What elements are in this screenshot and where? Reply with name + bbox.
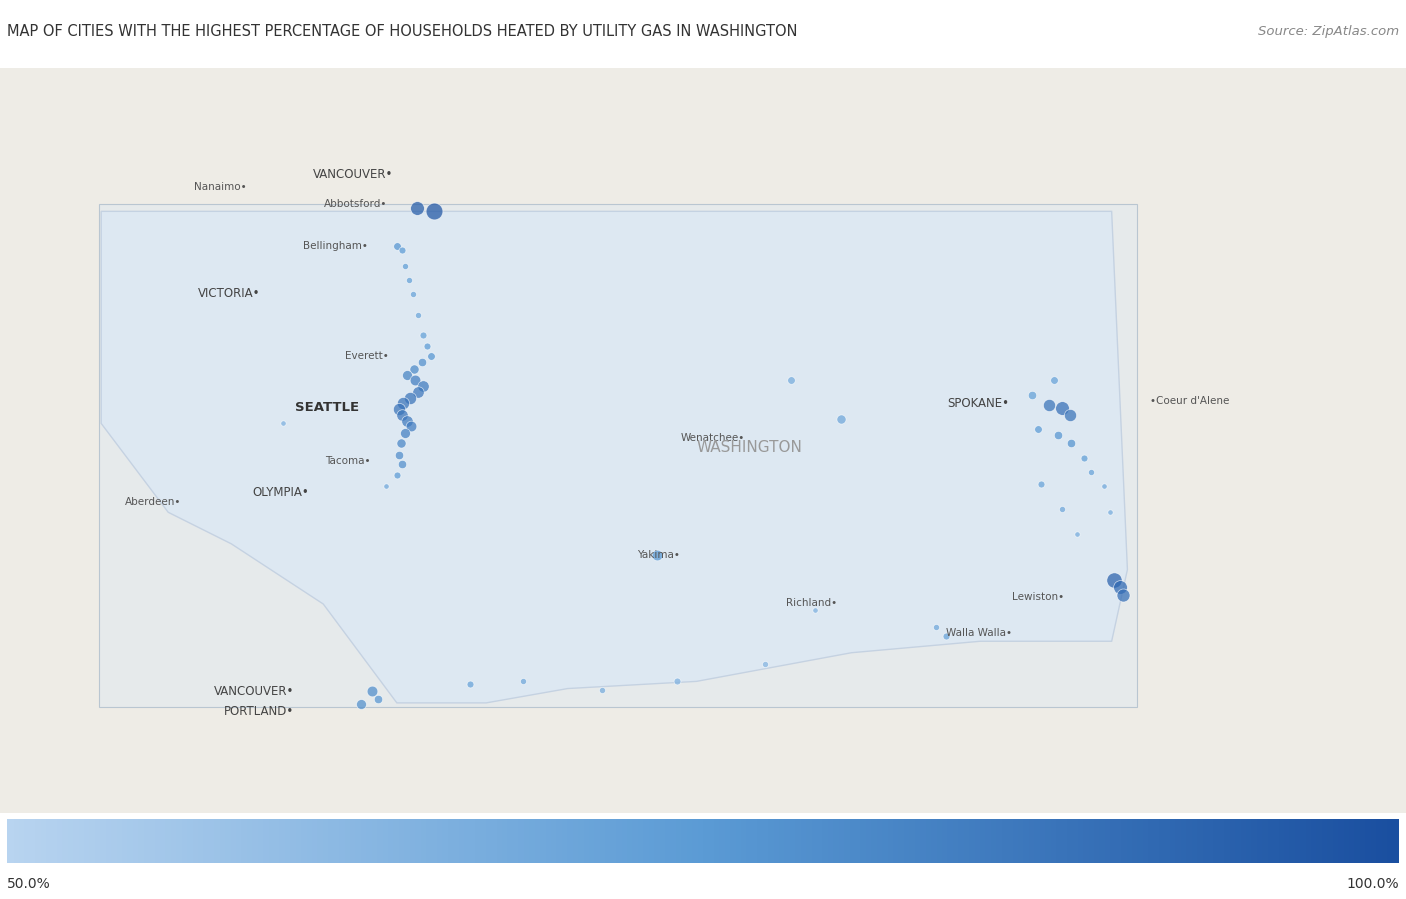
Point [375,479,398,494]
Text: MAP OF CITIES WITH THE HIGHEST PERCENTAGE OF HOUSEHOLDS HEATED BY UTILITY GAS IN: MAP OF CITIES WITH THE HIGHEST PERCENTAG… [7,23,797,39]
Point [350,697,373,711]
Point [924,619,946,634]
Text: Wenatchee•: Wenatchee• [681,432,745,443]
Point [1108,580,1130,594]
Polygon shape [98,204,1136,708]
Point [591,683,613,698]
Text: Abbotsford•: Abbotsford• [325,200,388,209]
Point [420,349,443,363]
Point [1046,428,1069,442]
Point [754,657,776,672]
Point [416,339,439,353]
Text: OLYMPIA•: OLYMPIA• [252,485,309,499]
Point [392,396,415,411]
Text: Everett•: Everett• [346,352,389,361]
Point [360,684,382,699]
Point [645,548,668,563]
Point [1080,465,1102,479]
Text: VANCOUVER•: VANCOUVER• [214,685,294,698]
Point [388,402,411,416]
Text: Walla Walla•: Walla Walla• [946,628,1012,637]
Point [412,379,434,394]
Text: Bellingham•: Bellingham• [304,241,368,251]
Point [780,373,803,387]
Point [388,448,411,462]
Point [406,307,429,322]
Text: Yakima•: Yakima• [637,550,681,560]
Point [1073,450,1095,465]
Text: PORTLAND•: PORTLAND• [224,705,294,718]
Point [394,259,416,273]
Point [422,204,444,218]
Text: WASHINGTON: WASHINGTON [696,441,801,455]
Text: Tacoma•: Tacoma• [325,456,371,466]
Point [803,602,825,617]
Point [396,368,419,382]
Point [1060,436,1083,450]
Text: 100.0%: 100.0% [1347,877,1399,891]
Point [385,467,408,482]
Point [1092,479,1115,494]
Point [405,201,427,216]
Text: Lewiston•: Lewiston• [1012,592,1064,601]
Point [1104,573,1126,587]
Point [1038,397,1060,412]
Point [367,691,389,706]
Point [404,373,426,387]
Point [512,674,534,689]
Point [389,436,412,450]
Point [271,416,294,431]
Point [1099,505,1122,520]
Text: •Coeur d'Alene: •Coeur d'Alene [1150,396,1229,405]
Point [1026,422,1049,436]
Point [391,407,413,422]
Point [406,385,429,399]
Point [396,414,419,428]
Text: Nanaimo•: Nanaimo• [194,182,247,192]
Point [460,677,482,691]
Text: 50.0%: 50.0% [7,877,51,891]
Point [830,412,852,426]
Point [665,674,688,689]
Text: Source: ZipAtlas.com: Source: ZipAtlas.com [1258,24,1399,38]
Text: SEATTLE: SEATTLE [295,401,359,414]
Text: VICTORIA•: VICTORIA• [198,287,260,299]
Point [1112,588,1135,602]
Point [1050,400,1073,414]
Point [1050,503,1073,517]
Text: SPOKANE•: SPOKANE• [948,396,1010,410]
Point [1059,407,1081,422]
Point [1029,476,1052,491]
Point [401,288,423,302]
Point [394,426,416,441]
Point [1021,387,1043,402]
Point [1066,527,1088,541]
Text: VANCOUVER•: VANCOUVER• [312,167,394,181]
Text: Aberdeen•: Aberdeen• [125,497,181,507]
Point [391,457,413,471]
Point [1043,373,1066,387]
Point [399,390,422,405]
Point [398,273,420,288]
Point [402,361,425,376]
Point [385,238,408,253]
Polygon shape [101,211,1128,703]
Point [935,628,957,643]
Text: Richland•: Richland• [786,598,837,608]
Point [411,354,433,369]
Point [401,419,423,433]
Point [391,243,413,257]
Point [412,327,434,342]
